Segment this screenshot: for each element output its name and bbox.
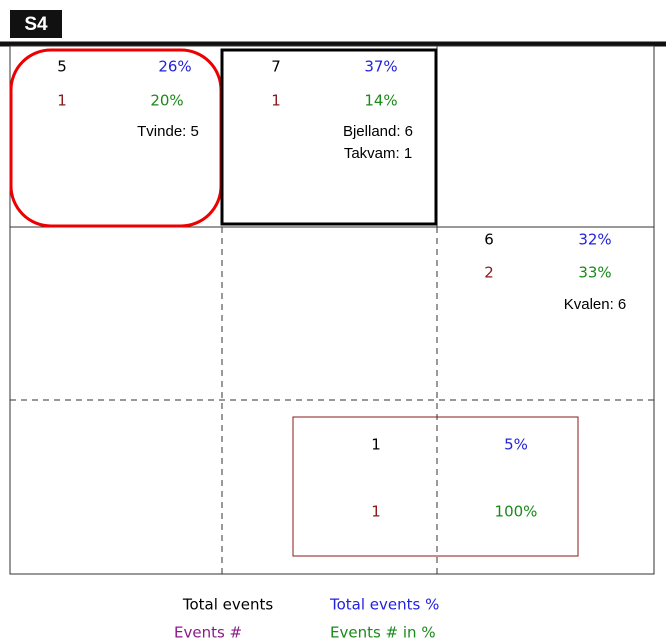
events: 1 (271, 92, 281, 110)
title-badge (10, 10, 62, 38)
title: S4 (24, 14, 48, 35)
grid-frame (9, 45, 655, 575)
events-percent: 33% (578, 264, 611, 282)
total-percent: 32% (578, 231, 611, 249)
total: 7 (271, 58, 281, 76)
total: 1 (371, 436, 381, 454)
total-percent: 37% (364, 58, 397, 76)
events: 1 (371, 503, 381, 521)
note: Kvalen: 6 (564, 296, 627, 313)
legend-events: Events # (174, 624, 242, 642)
legend-events-percent: Events # in % (330, 624, 436, 642)
highlight-black (220, 48, 438, 226)
highlight-brown (292, 416, 579, 557)
total-percent: 5% (504, 436, 528, 454)
events: 2 (484, 264, 494, 282)
note: Tvinde: 5 (137, 123, 199, 140)
events: 1 (57, 92, 67, 110)
note: Bjelland: 6 (343, 123, 413, 140)
note: Takvam: 1 (344, 145, 412, 162)
total: 6 (484, 231, 494, 249)
legend-total: Total events (182, 596, 274, 614)
legend-total-percent: Total events % (329, 596, 439, 614)
total: 5 (57, 58, 67, 76)
events-percent: 14% (364, 92, 397, 110)
events-percent: 100% (495, 503, 538, 521)
total-percent: 26% (158, 58, 191, 76)
events-percent: 20% (150, 92, 183, 110)
